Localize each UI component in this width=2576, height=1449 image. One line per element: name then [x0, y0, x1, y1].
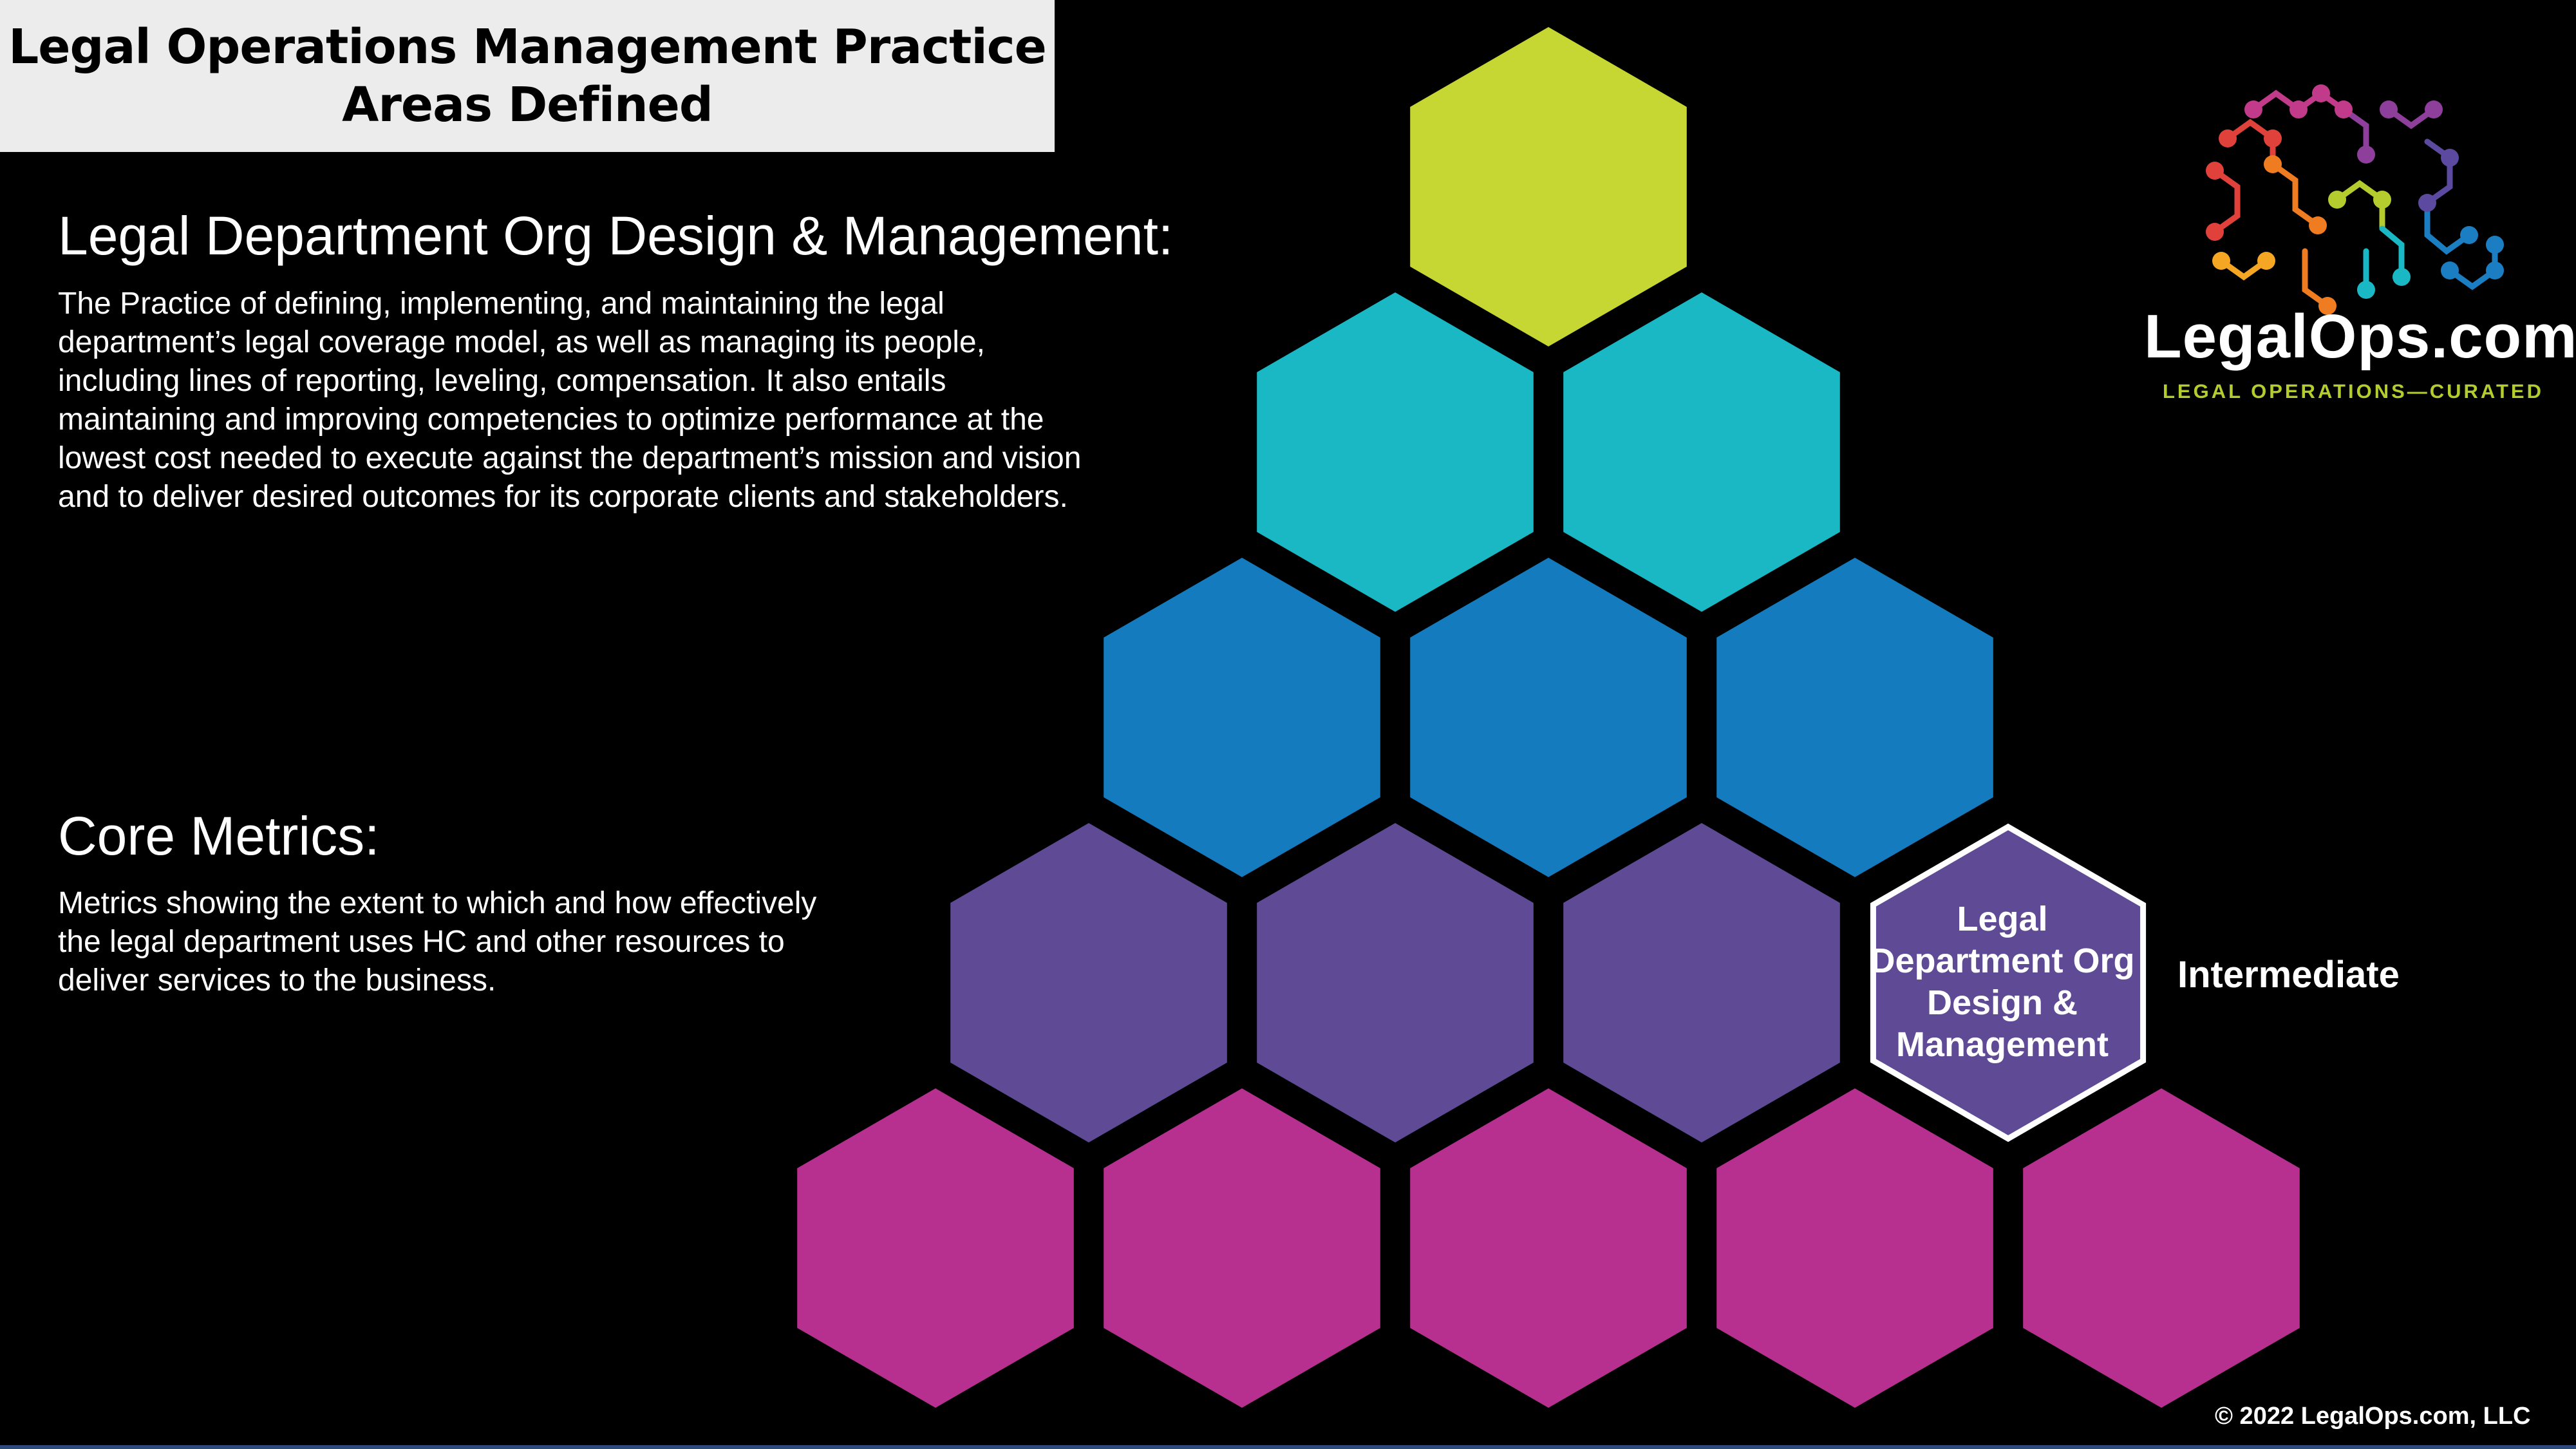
practice-description: The Practice of defining, implementing, … — [58, 287, 1082, 514]
hexagon-highlighted — [1870, 823, 2147, 1142]
hexagon-r2-c0 — [1104, 558, 1380, 877]
hexagon-network-icon — [2206, 84, 2504, 315]
hexagon-r2-c1 — [1410, 558, 1687, 877]
highlighted-hexagon-label: Legal Department Org Design & Management — [1870, 900, 2135, 1064]
core-metrics-description: Metrics showing the extent to which and … — [58, 886, 817, 998]
hexagon-r1-c1 — [1563, 292, 1840, 612]
hexagon-r2-c2 — [1716, 558, 1993, 877]
hexagon-r4-c0 — [797, 1088, 1074, 1408]
hexagon-r4-c2 — [1410, 1088, 1687, 1408]
logo-tagline: LEGAL OPERATIONS—CURATED — [2162, 380, 2544, 402]
hexagon-r1-c0 — [1257, 292, 1534, 612]
practice-heading: Legal Department Org Design & Management… — [58, 205, 1174, 266]
page-title-line-2: Areas Defined — [342, 77, 713, 133]
copyright-notice: © 2022 LegalOps.com, LLC — [2215, 1403, 2531, 1430]
hexagon-r3-c2 — [1563, 823, 1840, 1142]
practice-level-label: Intermediate — [2177, 954, 2400, 996]
page-title-line-1: Legal Operations Management Practice — [8, 19, 1047, 75]
bottom-border — [0, 1445, 2576, 1449]
hexagon-r4-c3 — [1716, 1088, 1993, 1408]
title-banner: Legal Operations Management Practice Are… — [0, 0, 1055, 152]
hexagon-r4-c1 — [1104, 1088, 1380, 1408]
hexagon-r3-c1 — [1257, 823, 1534, 1142]
page-title: Legal Operations Management Practice Are… — [8, 18, 1047, 134]
hexagon-r0-c0 — [1410, 27, 1687, 346]
hexagon-r3-c0 — [950, 823, 1227, 1142]
core-metrics-heading: Core Metrics: — [58, 806, 380, 866]
hexagon-r4-c4 — [2023, 1088, 2300, 1408]
logo-wordmark: LegalOps.com — [2144, 302, 2576, 371]
